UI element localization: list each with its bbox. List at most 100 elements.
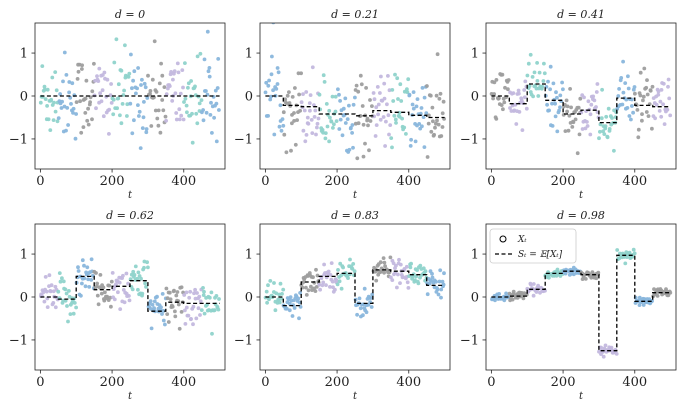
- data-point: [195, 54, 200, 59]
- data-point: [79, 130, 84, 135]
- data-point: [90, 89, 95, 94]
- data-point: [370, 292, 375, 297]
- data-point: [136, 103, 140, 107]
- panel-5: d = 0.83 0 200 400 −1 0 1 t: [234, 209, 451, 402]
- mean-step-line: [265, 269, 445, 307]
- data-point: [269, 72, 274, 77]
- data-point: [293, 86, 297, 90]
- data-point: [560, 80, 564, 85]
- data-point: [213, 88, 218, 93]
- data-point: [542, 61, 546, 66]
- data-point: [350, 123, 355, 127]
- data-point: [292, 119, 296, 123]
- data-point: [287, 301, 292, 306]
- data-point: [621, 90, 626, 95]
- data-point: [430, 275, 435, 280]
- data-point: [148, 307, 153, 311]
- data-point: [187, 295, 192, 300]
- data-point: [304, 285, 308, 290]
- data-point: [327, 139, 331, 144]
- data-point: [374, 278, 379, 283]
- data-point: [409, 261, 413, 266]
- data-point: [60, 99, 64, 104]
- data-point: [407, 92, 412, 97]
- data-point: [95, 74, 99, 78]
- data-point: [210, 331, 214, 336]
- data-point: [76, 69, 81, 74]
- data-point: [183, 322, 188, 326]
- data-point: [76, 269, 81, 273]
- data-point: [561, 87, 565, 92]
- data-point: [400, 116, 404, 121]
- data-point: [131, 269, 136, 274]
- data-point: [209, 290, 214, 295]
- data-point: [125, 114, 129, 118]
- data-point: [284, 150, 289, 155]
- panel-4: d = 0.62 0 200 400 −1 0 1 t: [9, 209, 226, 402]
- data-point: [64, 128, 68, 133]
- data-point: [209, 100, 213, 105]
- x-tick-label: 0: [261, 375, 269, 390]
- data-point: [155, 116, 160, 121]
- data-point: [558, 105, 562, 110]
- data-point: [193, 287, 198, 292]
- data-point: [376, 112, 380, 117]
- data-point: [172, 69, 177, 74]
- data-point: [343, 96, 348, 101]
- y-tick-label: 1: [20, 248, 28, 263]
- data-point: [97, 66, 102, 71]
- data-point: [148, 299, 153, 304]
- data-point: [635, 108, 640, 112]
- data-point: [137, 114, 141, 118]
- data-point: [88, 100, 92, 104]
- data-point: [417, 122, 422, 126]
- data-point: [142, 265, 146, 270]
- data-point: [497, 292, 501, 296]
- data-point: [633, 91, 637, 96]
- data-point: [565, 104, 570, 109]
- data-point: [497, 96, 501, 100]
- data-point: [645, 92, 650, 97]
- data-point: [330, 279, 335, 284]
- legend-label: Sₜ = 𝔼[Xₜ]: [518, 250, 563, 260]
- data-point: [81, 125, 86, 129]
- y-tick-label: 0: [20, 291, 28, 306]
- data-point: [121, 288, 126, 292]
- data-point: [287, 308, 292, 313]
- data-point: [105, 294, 109, 299]
- data-point: [102, 298, 107, 303]
- data-point: [160, 312, 164, 316]
- data-point: [299, 100, 304, 105]
- data-point: [363, 141, 367, 146]
- data-point: [53, 305, 58, 310]
- data-point: [188, 289, 193, 294]
- data-point: [378, 260, 383, 265]
- data-point: [121, 93, 126, 97]
- data-point: [285, 306, 289, 311]
- data-point: [375, 85, 380, 89]
- data-point: [390, 88, 395, 92]
- data-point: [128, 277, 133, 281]
- data-point: [185, 110, 189, 115]
- data-point: [317, 282, 322, 287]
- data-point: [122, 88, 126, 93]
- data-point: [179, 113, 184, 118]
- data-point: [102, 70, 107, 75]
- data-point: [580, 127, 585, 131]
- data-point: [320, 283, 325, 288]
- data-point: [131, 78, 136, 83]
- x-tick-label: 200: [551, 375, 576, 390]
- data-point: [501, 107, 505, 112]
- data-point: [329, 119, 334, 124]
- data-point: [386, 74, 390, 78]
- data-point: [382, 270, 386, 275]
- data-point: [386, 113, 391, 118]
- data-point: [278, 103, 283, 108]
- data-point: [621, 59, 625, 64]
- data-point: [162, 85, 167, 89]
- data-point: [531, 94, 535, 99]
- data-point: [566, 128, 571, 133]
- data-point: [667, 96, 672, 101]
- data-point: [569, 105, 573, 110]
- data-point: [138, 146, 143, 151]
